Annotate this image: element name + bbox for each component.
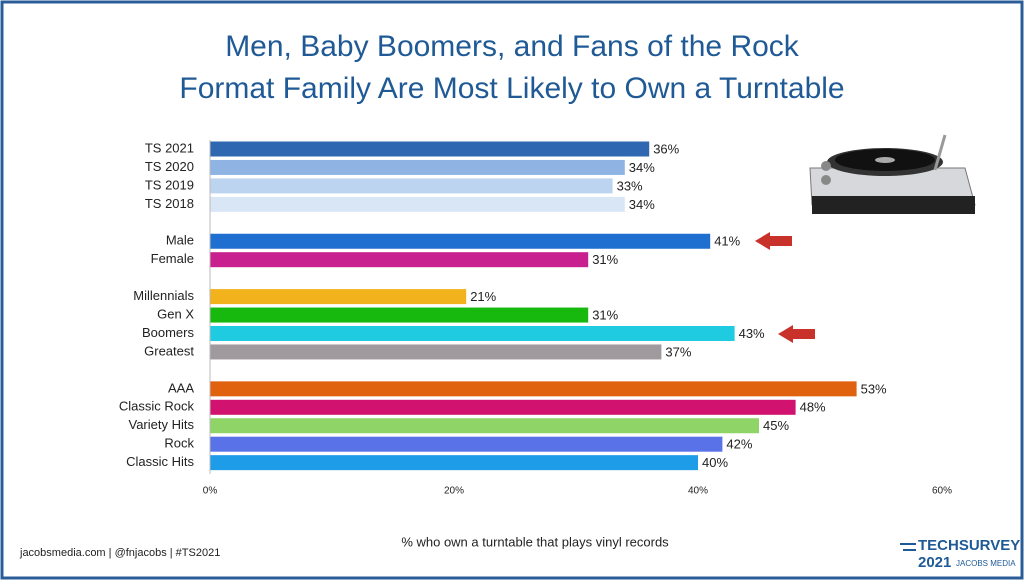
bar xyxy=(210,344,662,360)
y-tick-label: Greatest xyxy=(144,343,194,358)
title-line: Men, Baby Boomers, and Fans of the Rock xyxy=(225,30,800,63)
value-label: 37% xyxy=(665,344,691,359)
value-label: 48% xyxy=(800,400,826,415)
bar xyxy=(210,307,589,323)
y-tick-label: Millennials xyxy=(133,288,194,303)
y-tick-label: TS 2020 xyxy=(145,159,194,174)
value-label: 45% xyxy=(763,418,789,433)
arrow xyxy=(778,325,815,343)
value-label: 31% xyxy=(592,307,618,322)
logo-year: 2021 xyxy=(918,554,951,571)
y-tick-label: TS 2021 xyxy=(145,140,194,155)
bar xyxy=(210,455,698,471)
y-tick-label: AAA xyxy=(168,380,194,395)
y-tick-label: Female xyxy=(151,251,194,266)
y-tick-label: Classic Rock xyxy=(119,399,195,414)
y-tick-label: Rock xyxy=(164,436,194,451)
bar xyxy=(210,196,625,212)
bar xyxy=(210,233,711,249)
value-label: 41% xyxy=(714,234,740,249)
logo: TECHSURVEY 2021 JACOBS MEDIA xyxy=(900,537,1020,571)
x-tick-label: 0% xyxy=(203,486,218,497)
y-tick-label: Male xyxy=(166,233,194,248)
value-label: 34% xyxy=(629,197,655,212)
y-tick-label: Gen X xyxy=(157,306,194,321)
logo-main: TECHSURVEY xyxy=(918,537,1020,554)
y-tick-label: Classic Hits xyxy=(126,454,194,469)
title-line: Format Family Are Most Likely to Own a T… xyxy=(179,72,844,105)
value-label: 36% xyxy=(653,141,679,156)
bar xyxy=(210,141,650,157)
value-label: 33% xyxy=(617,178,643,193)
value-label: 34% xyxy=(629,160,655,175)
footer-text: jacobsmedia.com | @fnjacobs | #TS2021 xyxy=(19,547,220,559)
x-tick-label: 20% xyxy=(444,486,464,497)
x-axis-label: % who own a turntable that plays vinyl r… xyxy=(401,534,669,549)
bar xyxy=(210,418,759,434)
y-tick-label: Boomers xyxy=(142,325,195,340)
y-tick-label: Variety Hits xyxy=(129,417,195,432)
value-label: 21% xyxy=(470,289,496,304)
x-tick-label: 60% xyxy=(932,486,952,497)
bar xyxy=(210,326,735,341)
value-label: 31% xyxy=(592,252,618,267)
bar xyxy=(210,436,723,452)
bar xyxy=(210,178,613,194)
y-tick-label: TS 2019 xyxy=(145,177,194,192)
turntable-icon xyxy=(809,134,976,214)
value-label: 42% xyxy=(726,437,752,452)
bar xyxy=(210,252,589,268)
value-label: 40% xyxy=(702,455,728,470)
x-tick-label: 40% xyxy=(688,486,708,497)
bar xyxy=(210,381,857,397)
bar xyxy=(210,159,625,175)
logo-sub: JACOBS MEDIA xyxy=(956,559,1016,568)
bar xyxy=(210,399,796,415)
value-label: 43% xyxy=(739,326,765,341)
arrow xyxy=(755,232,792,250)
value-label: 53% xyxy=(861,381,887,396)
y-tick-label: TS 2018 xyxy=(145,196,194,211)
bar xyxy=(210,289,467,305)
